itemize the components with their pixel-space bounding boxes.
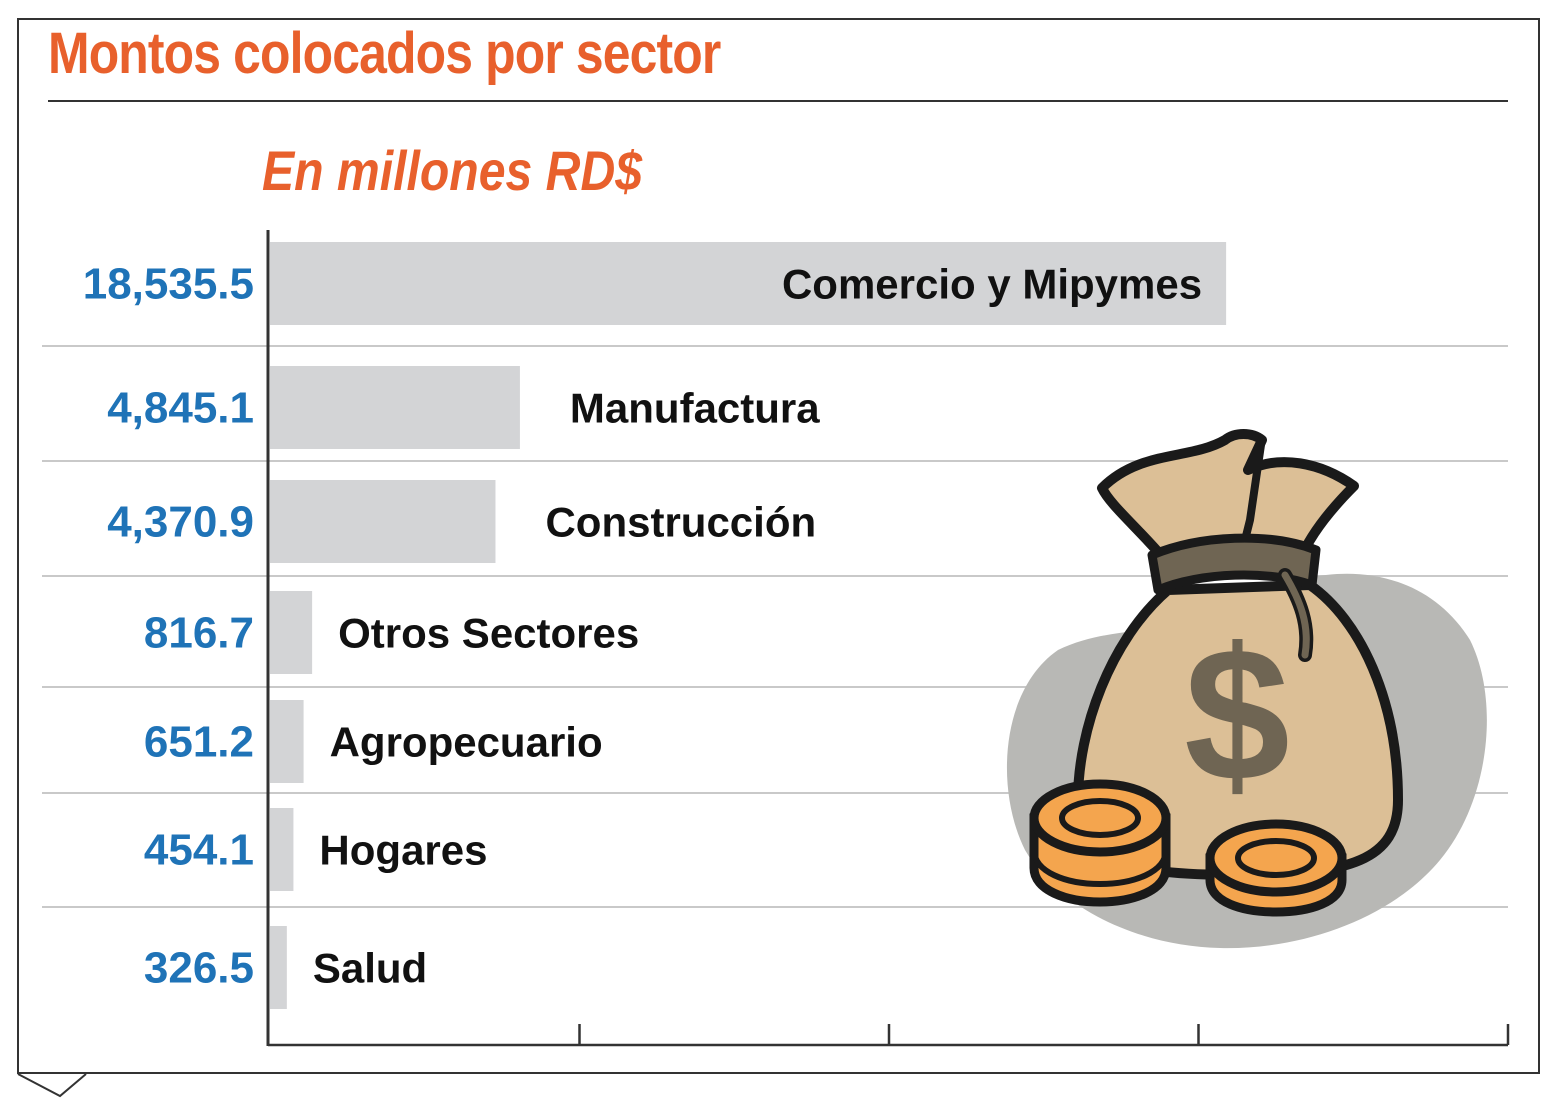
value-label: 326.5 xyxy=(144,944,254,993)
coin-icon xyxy=(1205,819,1347,917)
bar xyxy=(270,591,313,674)
value-label: 816.7 xyxy=(144,609,254,658)
category-label: Manufactura xyxy=(570,385,820,432)
money-bag-icon: $ xyxy=(1006,429,1487,949)
chart-subtitle: En millones RD$ xyxy=(262,139,643,202)
chart-title: Montos colocados por sector xyxy=(48,21,721,86)
category-label: Comercio y Mipymes xyxy=(782,261,1202,308)
value-label: 4,845.1 xyxy=(107,384,254,433)
bars: 18,535.5 Comercio y Mipymes 4,845.1 Manufac… xyxy=(83,242,1227,1009)
bar xyxy=(270,366,520,449)
bar xyxy=(270,808,294,891)
bar xyxy=(270,926,287,1009)
axes xyxy=(266,230,1510,1047)
bar xyxy=(270,700,304,783)
value-label: 18,535.5 xyxy=(83,260,254,309)
category-label: Hogares xyxy=(319,827,487,874)
title-divider xyxy=(48,100,1508,102)
category-label: Construcción xyxy=(545,499,816,546)
category-label: Otros Sectores xyxy=(338,610,639,657)
category-label: Salud xyxy=(313,945,427,992)
value-label: 651.2 xyxy=(144,718,254,767)
value-label: 454.1 xyxy=(144,826,254,875)
value-label: 4,370.9 xyxy=(107,498,254,547)
bar xyxy=(270,242,1227,325)
coin-stack-icon xyxy=(1029,779,1171,907)
category-label: Agropecuario xyxy=(330,719,603,766)
bar xyxy=(270,480,496,563)
dollar-sign: $ xyxy=(1184,609,1290,821)
